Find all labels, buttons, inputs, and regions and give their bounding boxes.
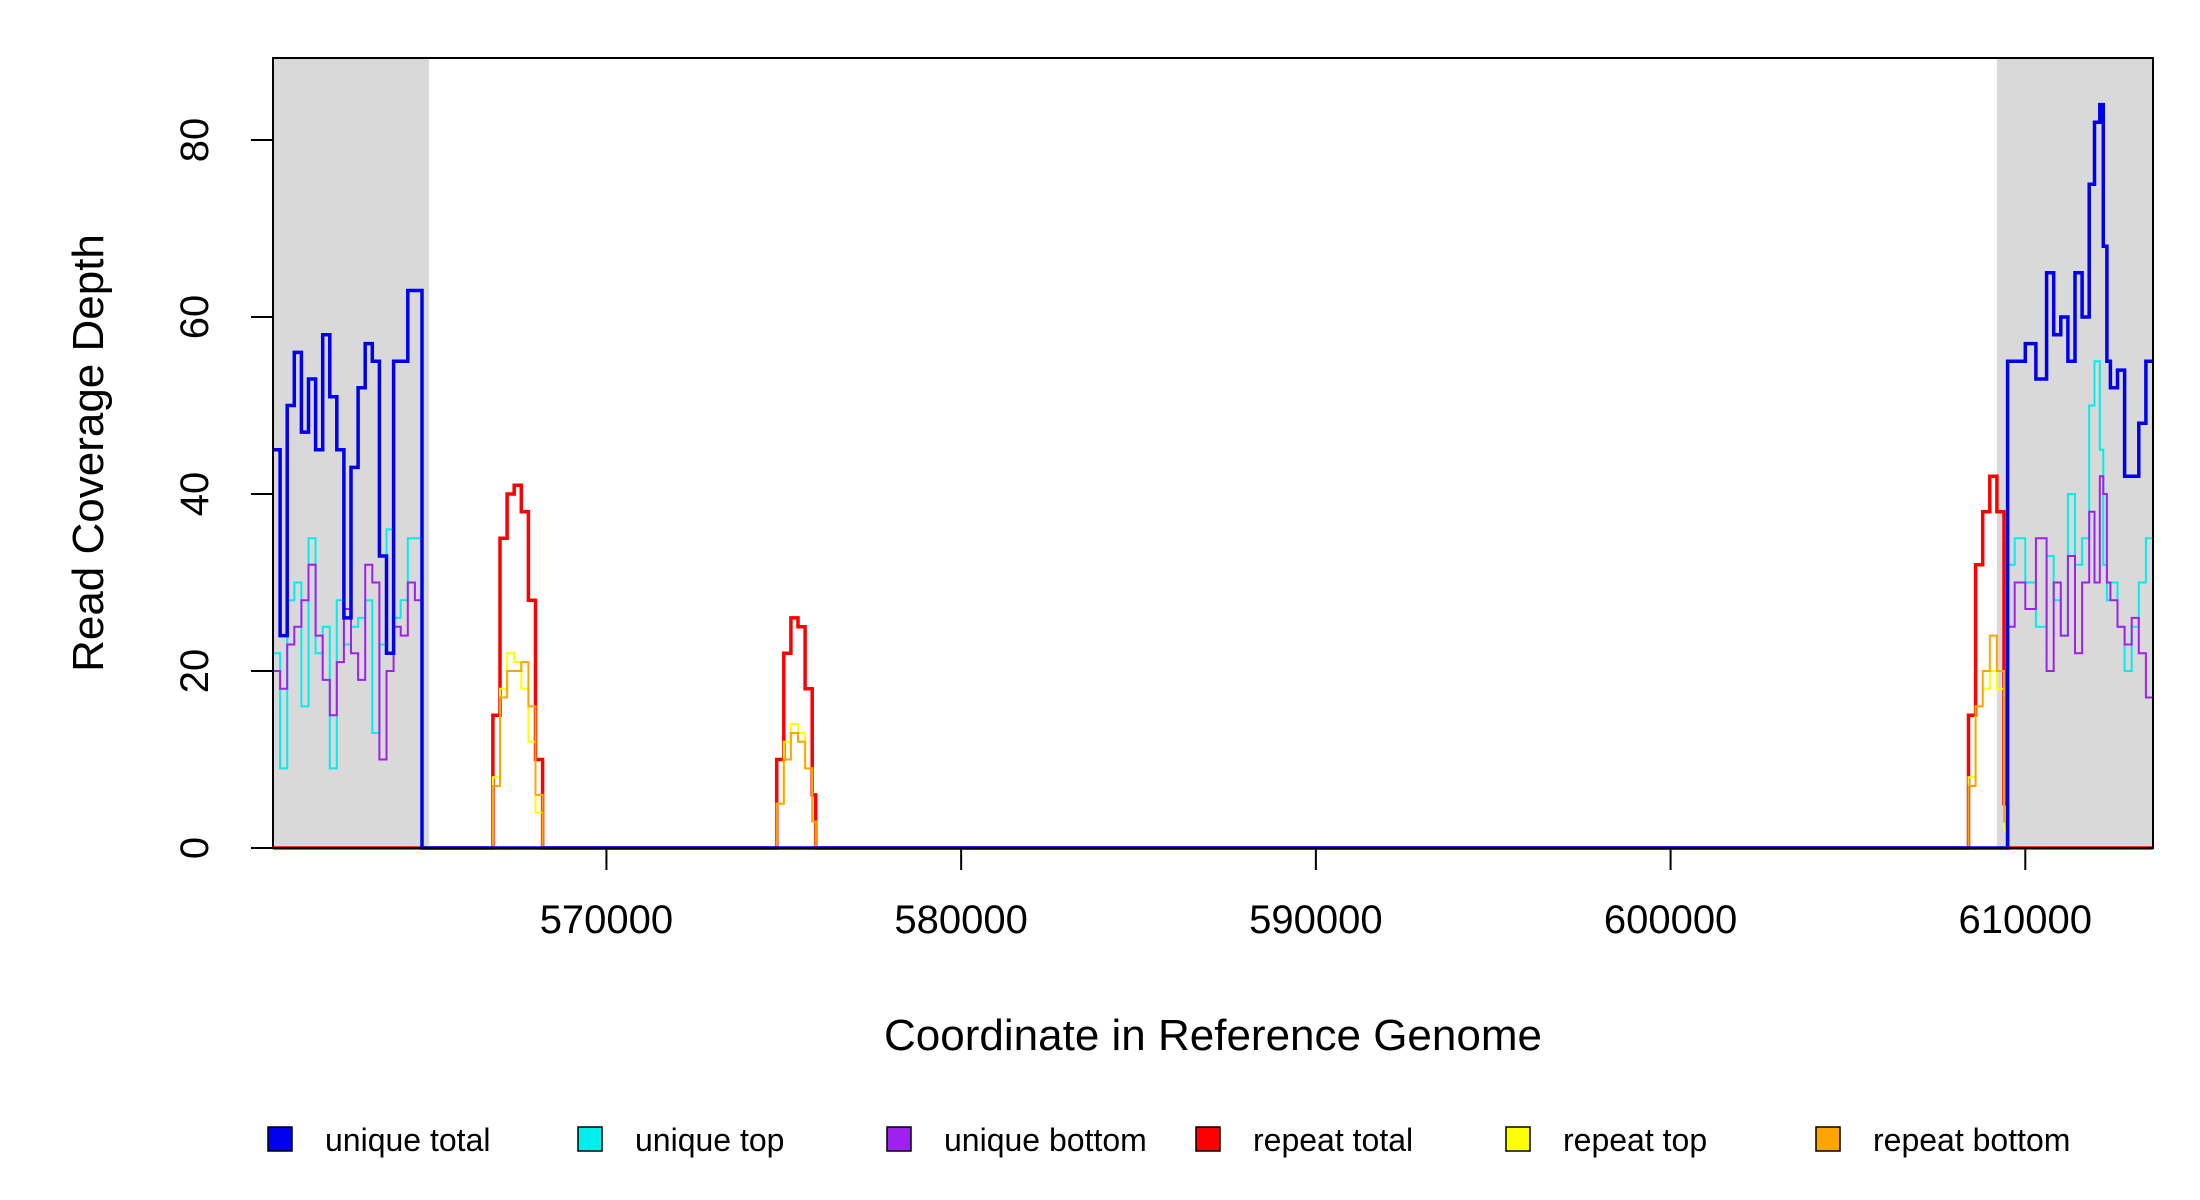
y-tick-label-40: 40 bbox=[173, 472, 217, 517]
y-tick-label-20: 20 bbox=[173, 649, 217, 694]
y-tick-label-80: 80 bbox=[173, 118, 217, 163]
legend-label-repeat-top: repeat top bbox=[1563, 1122, 1707, 1158]
series-repeat-top bbox=[273, 652, 2153, 849]
x-tick-label-590000: 590000 bbox=[1249, 898, 1382, 942]
series-unique-total bbox=[273, 102, 2153, 850]
y-axis-title: Read Coverage Depth bbox=[64, 234, 113, 672]
shaded-region-2 bbox=[1996, 58, 2153, 848]
series-repeat-bottom bbox=[273, 634, 2153, 849]
legend-label-repeat-bottom: repeat bottom bbox=[1873, 1122, 2070, 1158]
legend-swatch-repeat-total bbox=[1195, 1126, 1221, 1152]
x-tick-label-600000: 600000 bbox=[1604, 898, 1737, 942]
legend-swatch-unique-bottom bbox=[886, 1126, 912, 1152]
legend-swatch-repeat-bottom bbox=[1815, 1126, 1841, 1152]
x-tick-label-580000: 580000 bbox=[894, 898, 1027, 942]
legend-swatch-unique-total bbox=[267, 1126, 293, 1152]
x-tick-label-610000: 610000 bbox=[1959, 898, 2092, 942]
y-axis: 0 20 40 60 80 bbox=[173, 118, 273, 859]
x-tick-label-570000: 570000 bbox=[540, 898, 673, 942]
series-unique-top bbox=[273, 360, 2154, 849]
y-tick-label-60: 60 bbox=[173, 295, 217, 340]
legend-label-unique-total: unique total bbox=[325, 1122, 490, 1158]
x-axis: 570000 580000 590000 600000 610000 bbox=[540, 848, 2092, 942]
shaded-region-1 bbox=[273, 58, 430, 848]
legend-label-unique-top: unique top bbox=[635, 1122, 784, 1158]
shaded-regions bbox=[273, 58, 2153, 848]
x-axis-title: Coordinate in Reference Genome bbox=[884, 1011, 1542, 1060]
y-tick-label-0: 0 bbox=[173, 837, 217, 859]
series-lines bbox=[273, 102, 2154, 850]
series-repeat-total bbox=[273, 474, 2153, 850]
legend-swatch-unique-top bbox=[577, 1126, 603, 1152]
legend: unique total unique top unique bottom repea… bbox=[267, 1122, 2070, 1158]
legend-label-repeat-total: repeat total bbox=[1253, 1122, 1413, 1158]
legend-swatch-repeat-top bbox=[1505, 1126, 1531, 1152]
series-unique-bottom bbox=[273, 475, 2154, 849]
legend-label-unique-bottom: unique bottom bbox=[944, 1122, 1147, 1158]
plot-frame bbox=[272, 57, 2154, 849]
